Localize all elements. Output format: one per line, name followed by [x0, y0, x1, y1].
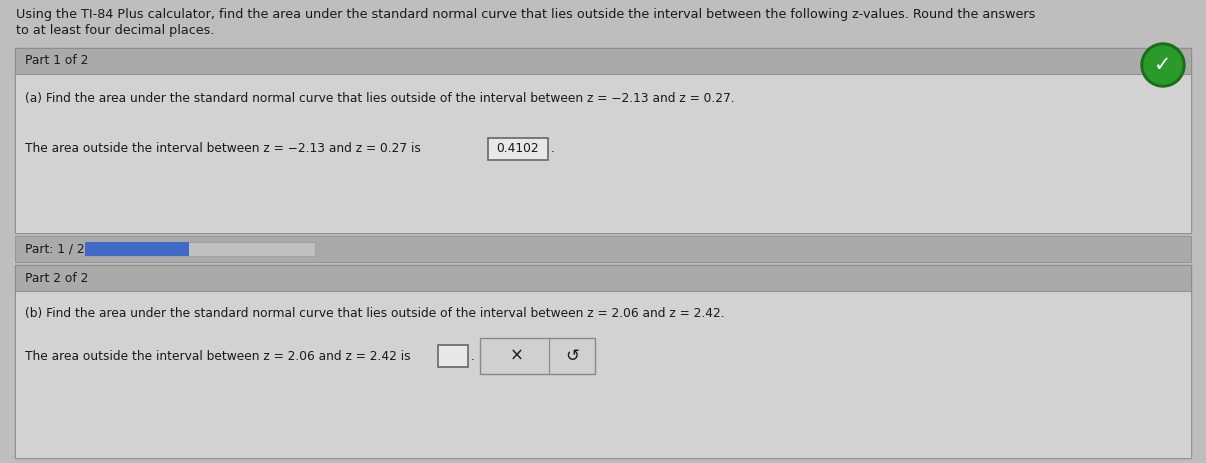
Text: .: . — [472, 350, 475, 363]
Text: Part 2 of 2: Part 2 of 2 — [25, 271, 88, 284]
FancyBboxPatch shape — [14, 48, 1192, 74]
Circle shape — [1144, 46, 1182, 84]
Text: (b) Find the area under the standard normal curve that lies outside of the inter: (b) Find the area under the standard nor… — [25, 307, 725, 320]
FancyBboxPatch shape — [84, 242, 315, 256]
FancyBboxPatch shape — [84, 242, 188, 256]
Text: Part: 1 / 2: Part: 1 / 2 — [25, 243, 84, 256]
Text: to at least four decimal places.: to at least four decimal places. — [16, 24, 215, 37]
FancyBboxPatch shape — [480, 338, 595, 374]
Text: Part 1 of 2: Part 1 of 2 — [25, 55, 88, 68]
Text: 0.4102: 0.4102 — [497, 143, 539, 156]
FancyBboxPatch shape — [14, 291, 1192, 458]
Text: ×: × — [510, 347, 523, 365]
Text: Using the TI-84 Plus calculator, find the area under the standard normal curve t: Using the TI-84 Plus calculator, find th… — [16, 8, 1036, 21]
Text: (a) Find the area under the standard normal curve that lies outside of the inter: (a) Find the area under the standard nor… — [25, 92, 734, 105]
Text: ✓: ✓ — [1154, 55, 1172, 75]
Circle shape — [1141, 43, 1185, 87]
FancyBboxPatch shape — [14, 74, 1192, 233]
FancyBboxPatch shape — [438, 345, 468, 367]
FancyBboxPatch shape — [488, 138, 548, 160]
Text: ↺: ↺ — [566, 347, 579, 365]
Text: The area outside the interval between z = 2.06 and z = 2.42 is: The area outside the interval between z … — [25, 350, 410, 363]
Text: The area outside the interval between z = −2.13 and z = 0.27 is: The area outside the interval between z … — [25, 143, 421, 156]
FancyBboxPatch shape — [14, 265, 1192, 458]
Text: .: . — [551, 143, 555, 156]
FancyBboxPatch shape — [14, 48, 1192, 233]
FancyBboxPatch shape — [14, 236, 1192, 262]
FancyBboxPatch shape — [14, 265, 1192, 291]
